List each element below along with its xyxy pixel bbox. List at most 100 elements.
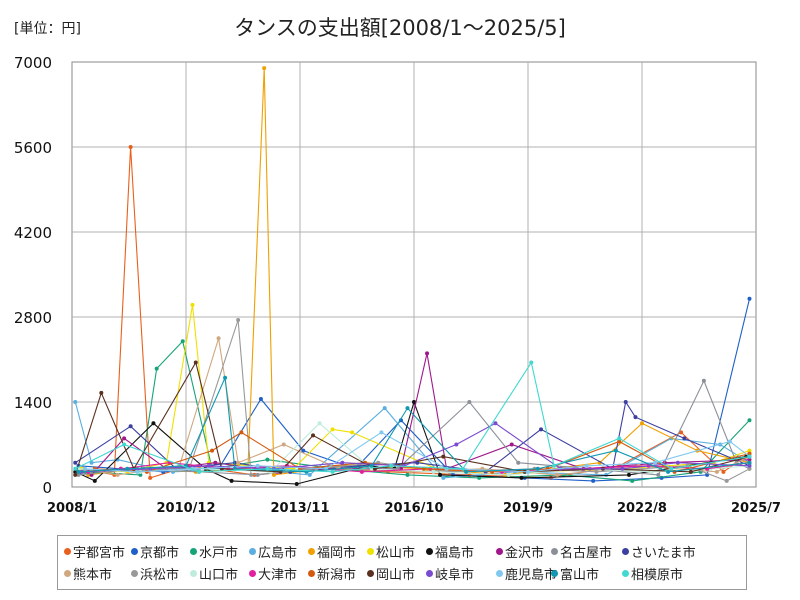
series-line <box>84 338 750 476</box>
x-tick-label: 2025/7 <box>731 501 781 516</box>
series-layer <box>73 66 752 486</box>
series-line <box>75 361 750 473</box>
data-point <box>262 66 267 71</box>
data-point <box>239 430 244 435</box>
data-point <box>493 421 498 426</box>
data-point <box>747 460 752 465</box>
x-tick-label: 2022/8 <box>617 501 667 516</box>
x-tick-label: 2008/1 <box>47 501 97 516</box>
data-point <box>617 439 622 444</box>
data-point <box>197 469 202 474</box>
data-point <box>682 436 687 441</box>
legend-item: 宇都宮市 <box>64 542 125 561</box>
legend-item: 福岡市 <box>308 542 356 561</box>
legend-marker <box>426 548 433 555</box>
legend-label: 京都市 <box>140 546 180 561</box>
data-point <box>656 472 661 477</box>
series-10 <box>83 336 752 477</box>
data-point <box>441 454 446 459</box>
legend-item: 京都市 <box>131 542 179 561</box>
data-point <box>389 463 394 468</box>
y-tick-label: 0 <box>42 479 52 497</box>
data-point <box>99 390 104 395</box>
data-point <box>640 421 644 426</box>
data-point <box>438 472 443 477</box>
data-point <box>359 469 364 474</box>
legend-marker <box>496 570 503 577</box>
legend-item: さいたま市 <box>622 542 696 561</box>
data-point <box>460 466 465 471</box>
data-point <box>73 466 78 471</box>
data-point <box>125 466 130 471</box>
x-tick-label: 2013/11 <box>270 501 329 516</box>
legend-marker <box>131 570 138 577</box>
data-point <box>271 472 276 477</box>
data-point <box>630 478 635 483</box>
legend-marker <box>367 548 374 555</box>
y-tick-label: 2800 <box>14 309 52 327</box>
legend-label: 松山市 <box>376 546 416 561</box>
legend-marker <box>622 548 629 555</box>
data-point <box>464 469 469 474</box>
data-point <box>516 460 521 465</box>
series-line <box>88 68 750 476</box>
data-point <box>747 451 752 456</box>
legend-label: 福島市 <box>435 546 475 561</box>
data-point <box>747 463 752 468</box>
data-point <box>747 466 752 471</box>
data-point <box>83 466 88 471</box>
data-point <box>281 442 286 447</box>
legend-marker <box>131 548 138 555</box>
legend-marker <box>622 570 629 577</box>
legend-item: 水戸市 <box>190 542 238 561</box>
chart-title: タンスの支出額[2008/1～2025/5] <box>234 16 566 40</box>
data-point <box>526 469 530 474</box>
legend-marker <box>496 548 503 555</box>
legend-label: 山口市 <box>199 568 239 583</box>
legend-label: さいたま市 <box>631 546 696 561</box>
data-point <box>350 430 355 435</box>
legend-label: 相模原市 <box>631 568 684 583</box>
data-point <box>249 472 254 477</box>
data-point <box>265 466 270 471</box>
axis-layer: 0 1400 2800 4200 5600 7000 2008/1 2010/12 2013/1… <box>14 54 781 516</box>
series-0 <box>79 145 752 480</box>
legend-item: 金沢市 <box>496 542 544 561</box>
data-point <box>714 469 719 474</box>
data-point <box>405 472 410 477</box>
data-point <box>148 475 153 480</box>
data-point <box>115 472 120 477</box>
data-point <box>623 400 628 404</box>
data-point <box>73 400 78 404</box>
legend-marker <box>64 548 71 555</box>
data-point <box>747 454 752 459</box>
data-point <box>73 460 78 465</box>
data-point <box>382 406 387 411</box>
data-point <box>604 472 609 477</box>
legend-item: 富山市 <box>551 564 599 583</box>
data-point <box>265 457 270 462</box>
y-tick-label: 5600 <box>14 139 52 157</box>
legend-item: 山口市 <box>190 564 238 583</box>
data-point <box>724 478 729 483</box>
legend-label: 浜松市 <box>140 568 180 583</box>
series-18 <box>76 375 752 474</box>
y-tick-label: 1400 <box>14 394 52 412</box>
data-point <box>454 442 459 447</box>
legend-marker <box>64 570 71 577</box>
legend-item: 岐阜市 <box>426 564 474 583</box>
data-point <box>613 448 618 453</box>
data-point <box>688 469 693 474</box>
data-point <box>190 302 195 307</box>
data-point <box>594 469 599 474</box>
legend-marker <box>426 570 433 577</box>
data-point <box>701 378 706 383</box>
data-point <box>653 460 658 465</box>
data-point <box>509 442 514 447</box>
series-line <box>88 462 750 473</box>
x-tick-label: 2019/9 <box>503 501 553 516</box>
data-point <box>535 466 540 471</box>
data-point <box>236 318 241 323</box>
legend-marker <box>551 570 558 577</box>
